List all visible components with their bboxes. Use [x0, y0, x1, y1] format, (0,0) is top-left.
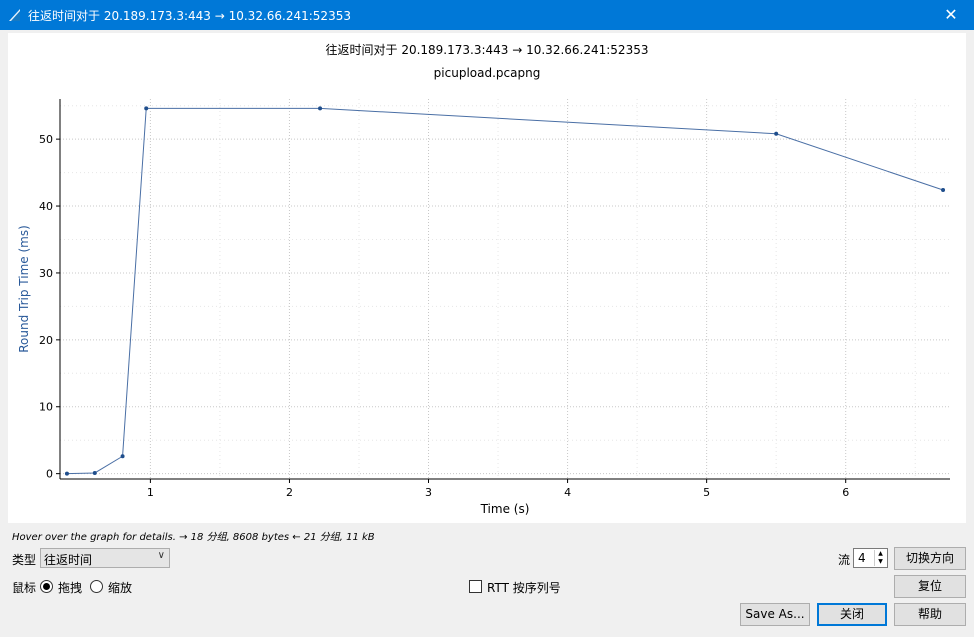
spin-arrows-icon[interactable]: ▲ ▼ [874, 550, 886, 566]
rtt-data-point [318, 106, 323, 111]
mouse-label: 鼠标 [12, 581, 37, 595]
save-as-button[interactable]: Save As... [740, 603, 810, 626]
zoom-label[interactable]: 缩放 [108, 581, 133, 595]
rtt-data-point [120, 454, 125, 459]
rtt-by-seq-label[interactable]: RTT 按序列号 [487, 581, 561, 595]
graph-type-value: 往返时间 [44, 553, 93, 567]
x-tick-label: 2 [286, 486, 293, 499]
y-tick-label: 40 [39, 200, 53, 213]
reset-button[interactable]: 复位 [894, 575, 966, 598]
stream-label: 流 [838, 553, 851, 567]
rtt-by-seq-checkbox[interactable] [469, 580, 482, 593]
rtt-data-point [144, 106, 149, 111]
type-label: 类型 [12, 553, 37, 567]
window-title: 往返时间对于 20.189.173.3:443 → 10.32.66.241:5… [28, 9, 351, 23]
wireshark-fin-icon [9, 9, 20, 21]
x-tick-label: 6 [842, 486, 849, 499]
close-button[interactable]: 关闭 [817, 603, 887, 626]
plot-area[interactable]: 往返时间对于 20.189.173.3:443 → 10.32.66.241:5… [8, 33, 966, 523]
stream-spinbox[interactable]: 4 ▲ ▼ [853, 548, 888, 568]
rtt-data-point [774, 131, 779, 136]
title-bar: 往返时间对于 20.189.173.3:443 → 10.32.66.241:5… [0, 0, 974, 30]
drag-radio[interactable] [40, 580, 53, 593]
rtt-series-line [66, 107, 944, 475]
hover-hint: Hover over the graph for details. → 18 分… [12, 532, 375, 543]
x-axis-label: Time (s) [480, 502, 530, 516]
x-tick-label: 5 [703, 486, 710, 499]
chart-title: 往返时间对于 20.189.173.3:443 → 10.32.66.241:5… [325, 43, 649, 57]
y-tick-label: 50 [39, 133, 53, 146]
x-tick-label: 3 [425, 486, 432, 499]
y-axis-label: Round Trip Time (ms) [17, 225, 31, 353]
y-tick-label: 30 [39, 267, 53, 280]
x-tick-label: 4 [564, 486, 571, 499]
close-window-icon[interactable]: ✕ [944, 5, 958, 24]
y-tick-label: 0 [46, 468, 53, 481]
rtt-data-point [941, 187, 946, 192]
switch-direction-button[interactable]: 切换方向 [894, 547, 966, 570]
x-tick-label: 1 [147, 486, 154, 499]
zoom-radio[interactable] [90, 580, 103, 593]
rtt-data-point [64, 471, 69, 476]
chevron-down-icon: ∨ [157, 550, 165, 561]
drag-label[interactable]: 拖拽 [58, 581, 83, 595]
y-tick-label: 10 [39, 401, 53, 414]
y-tick-label: 20 [39, 334, 53, 347]
rtt-data-point [92, 470, 97, 475]
graph-type-select[interactable]: 往返时间 ∨ [40, 548, 170, 568]
help-button[interactable]: 帮助 [894, 603, 966, 626]
rtt-chart[interactable]: 1 2 3 4 5 6 0 10 20 30 40 50 Time (s) Round Trip Time… [8, 33, 966, 523]
stream-value: 4 [858, 551, 866, 565]
chart-subtitle: picupload.pcapng [433, 66, 541, 80]
